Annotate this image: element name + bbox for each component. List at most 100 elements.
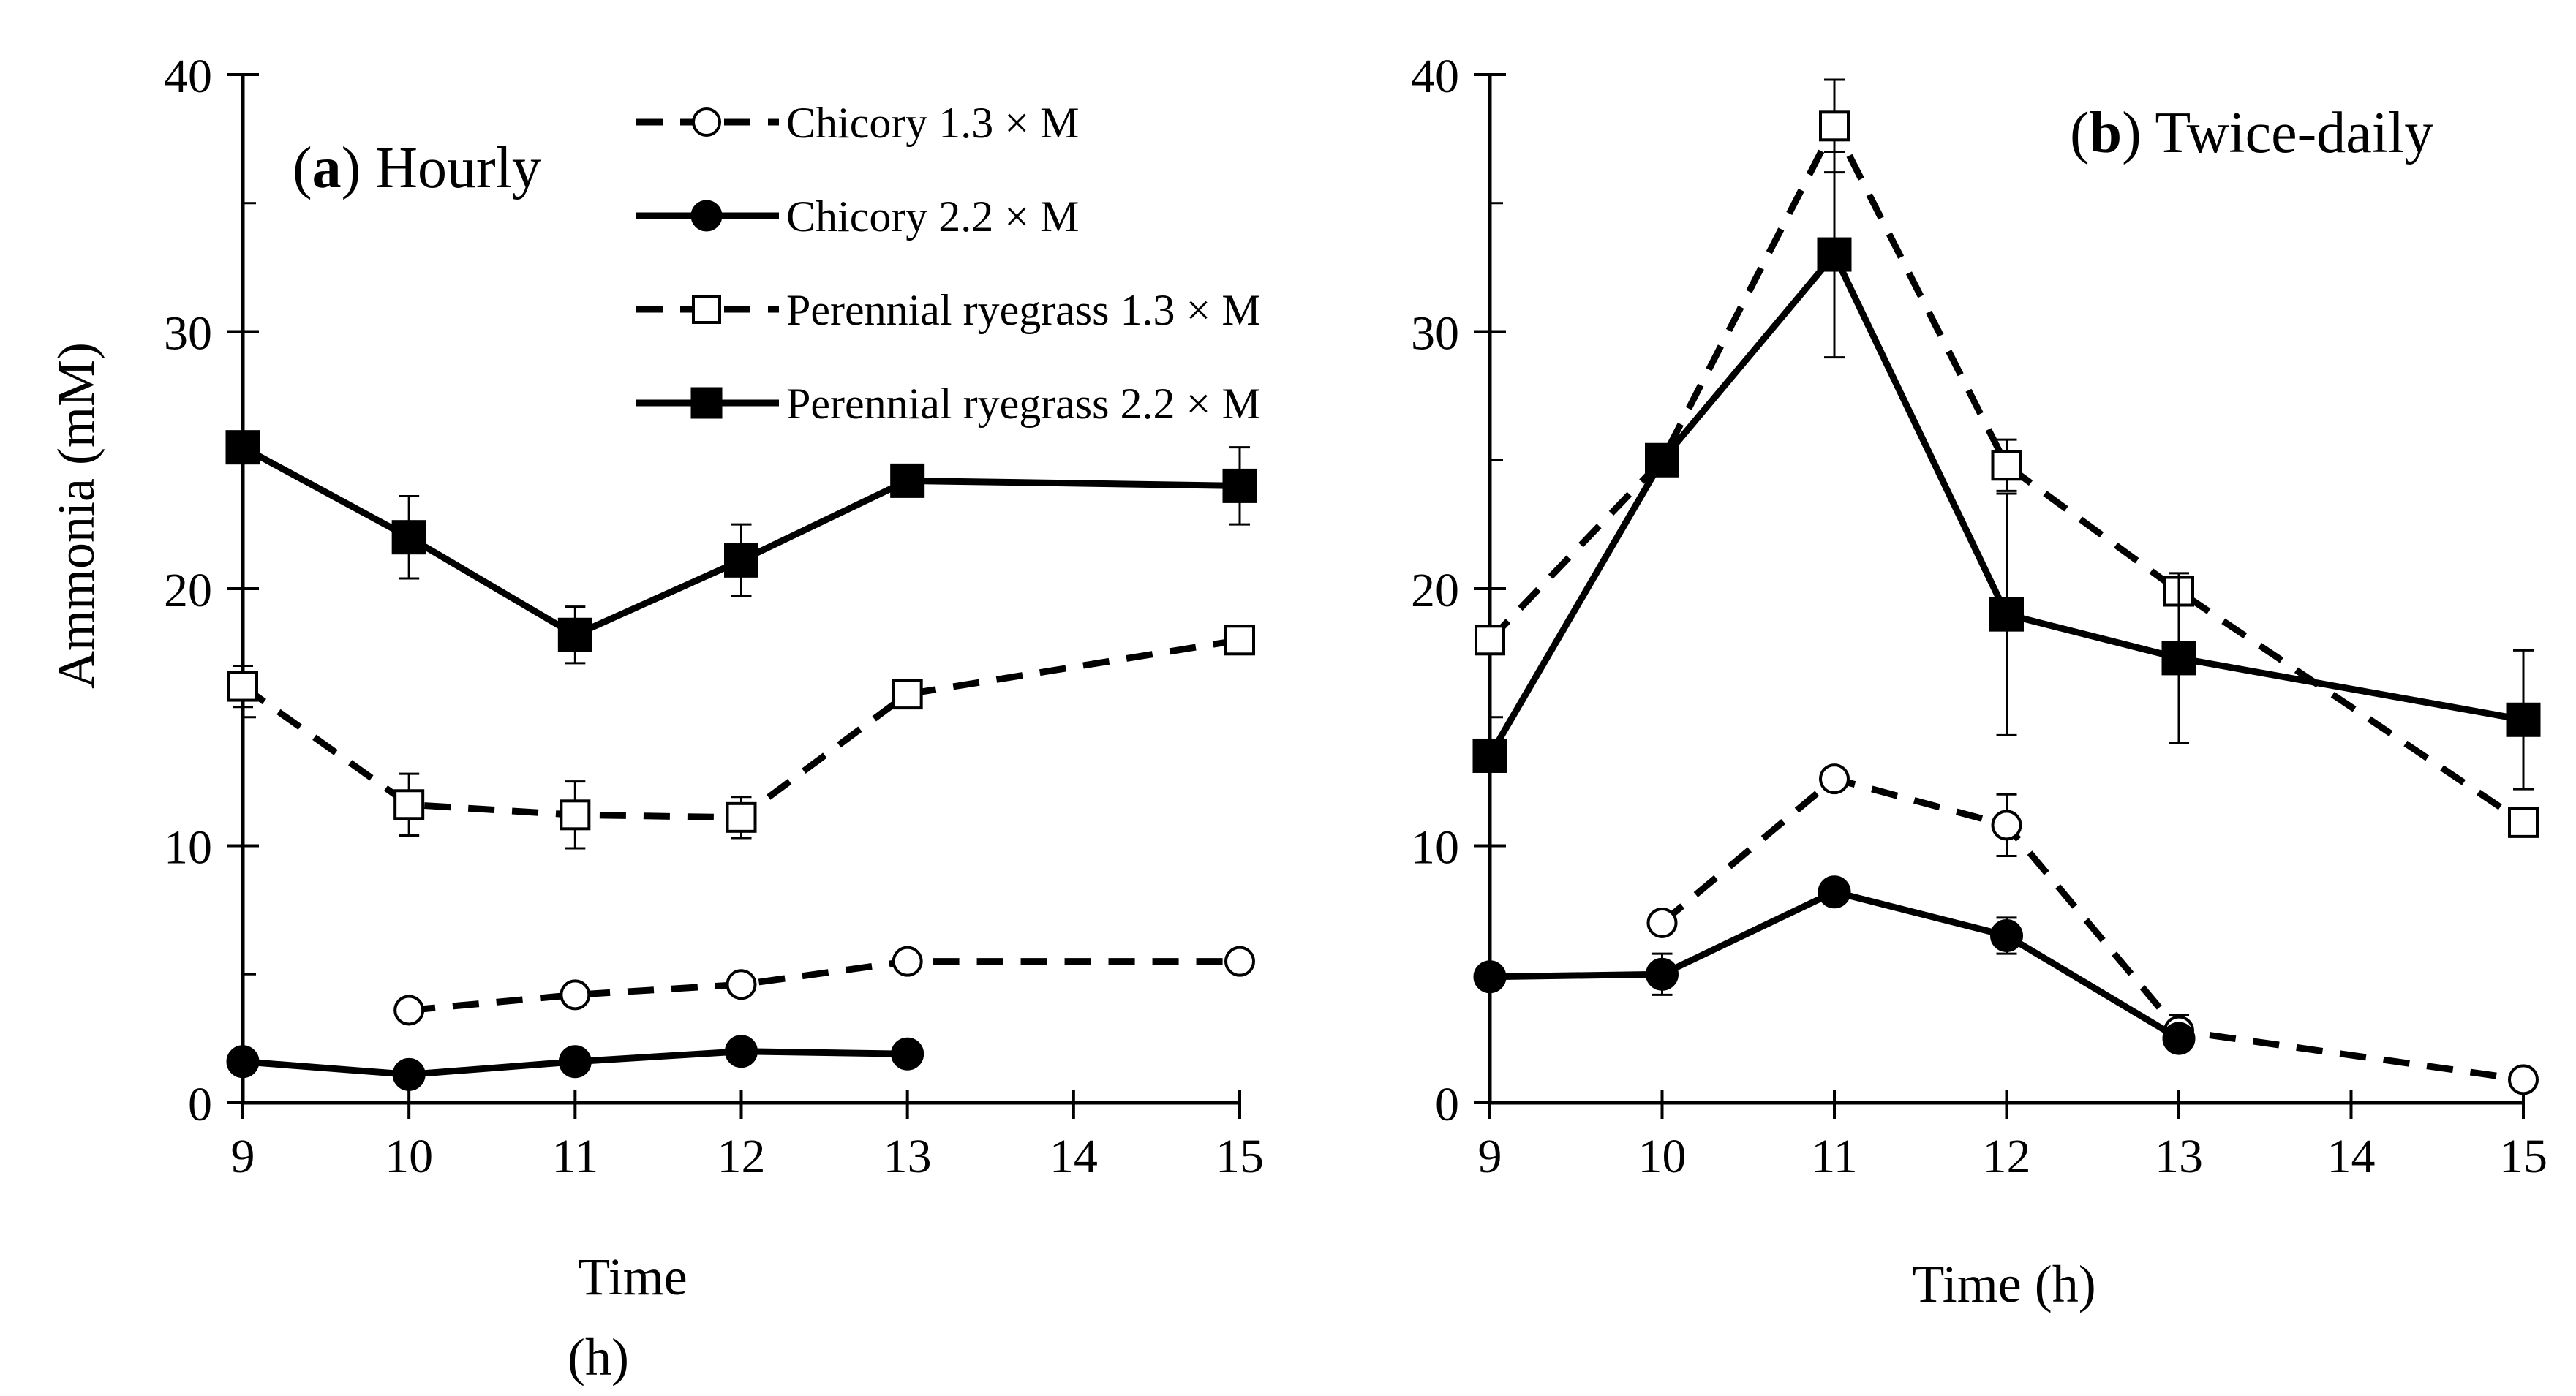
panel-a-x-axis-title-line1: Time	[578, 1248, 687, 1306]
panel-a: Ammonia (mM) (a) Hourly Time (h) 0 10 20 30…	[47, 50, 1264, 1386]
panel-a-point-perennial-ryegrass-2-2-m	[724, 543, 758, 578]
panel-b-x-tick-label: 10	[1638, 1130, 1687, 1183]
panel-b-x-axis-title: Time (h)	[1912, 1255, 2095, 1313]
panel-a-series-perennial-ryegrass-1-3-m	[227, 625, 1255, 850]
panel-a-plot-area	[225, 430, 1257, 1091]
panel-a-point-chicory-2-2-m	[392, 1057, 426, 1091]
panel-a-title-text: Hourly	[375, 136, 541, 200]
panel-b-point-chicory-2-2-m	[1818, 875, 1851, 909]
legend: Chicory 1.3 × M Chicory 2.2 × M Perennia…	[636, 99, 1261, 428]
panel-b-title-text: Twice-daily	[2155, 101, 2433, 165]
panel-a-x-tick-label: 11	[552, 1130, 599, 1183]
panel-b-point-perennial-ryegrass-1-3-m	[1475, 625, 1505, 656]
legend-entry-chicory-2-2: Chicory 2.2 × M	[636, 192, 1080, 241]
panel-a-line-chicory-1-3-m	[408, 958, 1240, 1014]
panel-b-line-chicory-1-3-m	[1660, 775, 2524, 1083]
panel-a-x-tick-label: 13	[884, 1130, 932, 1183]
panel-b-x-tick-label: 11	[1811, 1130, 1858, 1183]
panel-a-series-perennial-ryegrass-2-2-m	[225, 430, 1257, 665]
panel-b-line-chicory-2-2-m	[1489, 888, 2181, 1041]
panel-a-series-chicory-2-2-m	[226, 1035, 924, 1091]
panel-b-point-chicory-2-2-m	[1990, 919, 2023, 953]
panel-b-point-perennial-ryegrass-1-3-m	[2508, 807, 2539, 838]
panel-a-point-chicory-1-3-m	[1224, 946, 1255, 977]
panel-a-point-chicory-2-2-m	[558, 1045, 592, 1079]
panel-b-x-tick-label: 12	[1983, 1130, 2031, 1183]
panel-b-x-tick-label: 14	[2327, 1130, 2376, 1183]
panel-a-x-tick-label: 9	[231, 1130, 255, 1183]
panel-b-point-perennial-ryegrass-1-3-m	[1819, 110, 1850, 142]
panel-b-point-perennial-ryegrass-2-2-m	[2161, 641, 2196, 676]
panel-b-line-perennial-ryegrass-2-2-m	[1487, 251, 2524, 758]
panel-b-x-tick-label: 13	[2155, 1130, 2203, 1183]
legend-label-chicory-2-2: Chicory 2.2 × M	[786, 192, 1080, 241]
panel-a-x-tick-label: 12	[718, 1130, 766, 1183]
legend-marker-ryegrass-1-3	[692, 295, 721, 324]
panel-a-x-axis-title-line2: (h)	[568, 1328, 629, 1386]
panel-a-y-tick-label: 10	[164, 821, 212, 875]
panel-b-point-chicory-1-3-m	[2508, 1064, 2539, 1095]
panel-b-line-perennial-ryegrass-1-3-m	[1487, 122, 2526, 826]
panel-b-point-perennial-ryegrass-2-2-m	[1989, 597, 2024, 632]
panel-a-point-perennial-ryegrass-2-2-m	[557, 617, 592, 652]
panel-a-point-chicory-2-2-m	[891, 1037, 924, 1071]
panel-b-point-perennial-ryegrass-2-2-m	[2506, 702, 2541, 737]
panel-b-point-chicory-2-2-m	[2162, 1022, 2196, 1055]
panel-b-series-chicory-2-2-m	[1473, 875, 2196, 1055]
panel-b-point-chicory-2-2-m	[1646, 957, 1679, 991]
legend-label-ryegrass-1-3: Perennial ryegrass 1.3 × M	[786, 286, 1261, 334]
panel-a-point-chicory-1-3-m	[560, 979, 591, 1011]
legend-label-ryegrass-2-2: Perennial ryegrass 2.2 × M	[786, 380, 1261, 428]
panel-a-point-perennial-ryegrass-2-2-m	[391, 520, 426, 555]
panel-a-point-perennial-ryegrass-1-3-m	[892, 679, 923, 710]
panel-a-y-tick-label: 40	[164, 50, 212, 103]
panel-a-point-chicory-1-3-m	[892, 946, 923, 977]
panel-b-series-chicory-1-3-m	[1646, 763, 2539, 1095]
panel-a-point-perennial-ryegrass-1-3-m	[227, 671, 258, 702]
panel-a-point-perennial-ryegrass-1-3-m	[726, 801, 757, 833]
panel-a-series-chicory-1-3-m	[393, 946, 1255, 1026]
panel-b-point-chicory-1-3-m	[1819, 763, 1850, 795]
panel-a-x-tick-label: 10	[385, 1130, 433, 1183]
panel-b-y-tick-label: 0	[1435, 1078, 1459, 1131]
panel-a-point-chicory-1-3-m	[726, 969, 757, 1000]
panel-b-y-tick-label: 10	[1411, 821, 1459, 875]
panel-b-axes: 0 10 20 30 40 9 10 11 12 13 14 15	[1411, 50, 2547, 1183]
panel-b-point-chicory-2-2-m	[1473, 960, 1507, 994]
panel-b-y-tick-label: 40	[1411, 50, 1459, 103]
panel-a-point-perennial-ryegrass-1-3-m	[1224, 625, 1255, 656]
panel-a-point-perennial-ryegrass-1-3-m	[393, 789, 425, 820]
panel-b-point-perennial-ryegrass-2-2-m	[1472, 738, 1507, 773]
panel-a-point-chicory-1-3-m	[393, 995, 425, 1026]
panel-a-title-letter: a	[312, 136, 342, 200]
panel-b-point-chicory-1-3-m	[1991, 810, 2022, 841]
legend-marker-chicory-2-2	[690, 200, 723, 232]
panel-a-title: (a) Hourly	[293, 136, 541, 200]
panel-b-y-tick-label: 30	[1411, 307, 1459, 361]
panel-a-x-tick-label: 15	[1216, 1130, 1264, 1183]
panel-a-y-axis-title: Ammonia (mM)	[47, 342, 105, 689]
panel-b: (b) Twice-daily Time (h) 0 10 20 30 40 9 10 11 1…	[1411, 50, 2547, 1313]
panel-b-point-perennial-ryegrass-2-2-m	[1817, 237, 1852, 272]
panel-b-title: (b) Twice-daily	[2070, 101, 2433, 165]
panel-a-x-tick-label: 14	[1050, 1130, 1098, 1183]
panel-a-line-perennial-ryegrass-2-2-m	[241, 444, 1240, 638]
legend-marker-ryegrass-2-2	[690, 387, 723, 419]
legend-label-chicory-1-3: Chicory 1.3 × M	[786, 99, 1080, 147]
panel-b-title-letter: b	[2090, 101, 2123, 165]
panel-b-point-perennial-ryegrass-2-2-m	[1645, 442, 1679, 478]
legend-entry-ryegrass-2-2: Perennial ryegrass 2.2 × M	[636, 380, 1261, 428]
panel-b-x-tick-label: 15	[2499, 1130, 2547, 1183]
legend-entry-chicory-1-3: Chicory 1.3 × M	[636, 99, 1080, 147]
panel-a-axes: 0 10 20 30 40 9 10 11 12 13 14 15	[164, 50, 1264, 1183]
panel-a-y-tick-label: 20	[164, 564, 212, 617]
panel-a-point-perennial-ryegrass-2-2-m	[890, 463, 925, 498]
panel-a-point-perennial-ryegrass-2-2-m	[1222, 468, 1257, 503]
panel-b-point-chicory-1-3-m	[1646, 907, 1678, 938]
panel-a-point-chicory-2-2-m	[725, 1035, 758, 1068]
panel-b-y-tick-label: 20	[1411, 564, 1459, 617]
panel-a-y-tick-label: 30	[164, 307, 212, 361]
panel-b-plot-area	[1472, 78, 2541, 1095]
